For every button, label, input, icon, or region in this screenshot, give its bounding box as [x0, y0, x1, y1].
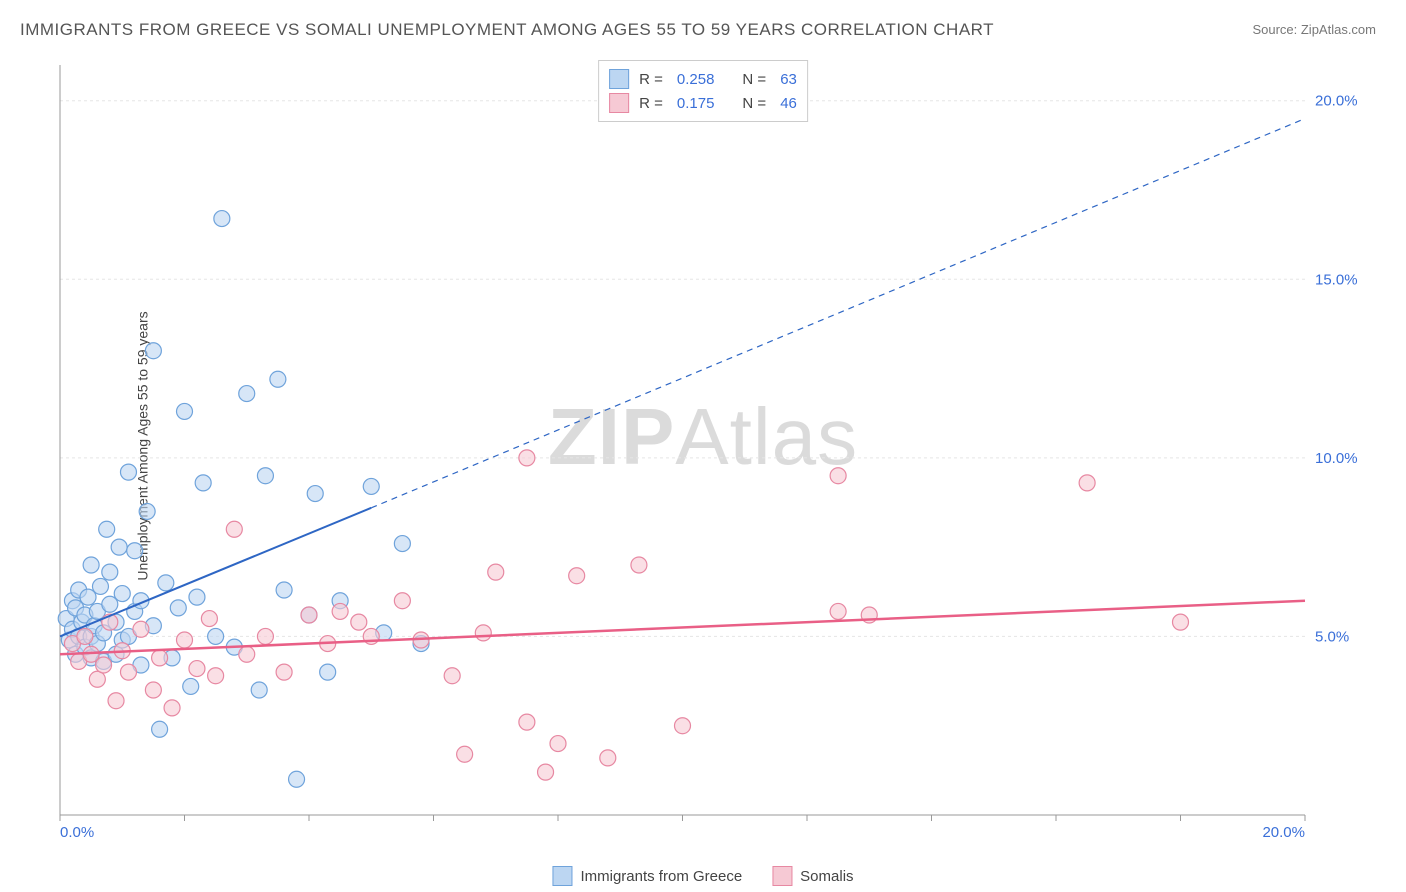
data-point [102, 564, 118, 580]
data-point [301, 607, 317, 623]
data-point [208, 668, 224, 684]
data-point [177, 632, 193, 648]
data-point [145, 682, 161, 698]
data-point [189, 661, 205, 677]
legend-swatch [609, 93, 629, 113]
data-point [830, 468, 846, 484]
legend-item: Somalis [772, 866, 853, 886]
data-point [239, 386, 255, 402]
legend-n-value: 46 [780, 95, 797, 112]
data-point [77, 628, 93, 644]
data-point [550, 736, 566, 752]
data-point [251, 682, 267, 698]
data-point [332, 603, 348, 619]
legend-r-value: 0.175 [677, 95, 715, 112]
data-point [320, 664, 336, 680]
data-point [120, 464, 136, 480]
scatter-plot: 5.0% 10.0% 15.0% 20.0% 0.0% 20.0% [55, 55, 1365, 845]
data-point [394, 536, 410, 552]
legend-n-value: 63 [780, 71, 797, 88]
data-point [96, 657, 112, 673]
legend-label: Somalis [800, 868, 853, 885]
data-point [257, 468, 273, 484]
data-point [538, 764, 554, 780]
data-point [519, 714, 535, 730]
data-point [257, 628, 273, 644]
data-point [276, 664, 292, 680]
data-point [170, 600, 186, 616]
data-point [133, 621, 149, 637]
y-tick-label: 15.0% [1315, 271, 1358, 288]
data-point [600, 750, 616, 766]
series-legend: Immigrants from Greece Somalis [552, 866, 853, 886]
legend-r-label: R = [639, 71, 663, 88]
legend-row: R = 0.175 N = 46 [609, 91, 797, 115]
data-point [226, 521, 242, 537]
data-point [114, 586, 130, 602]
data-point [1173, 614, 1189, 630]
data-point [276, 582, 292, 598]
data-point [152, 721, 168, 737]
data-point [631, 557, 647, 573]
y-tick-label: 10.0% [1315, 450, 1358, 467]
data-point [139, 503, 155, 519]
data-point [394, 593, 410, 609]
source-link[interactable]: ZipAtlas.com [1301, 22, 1376, 37]
data-point [189, 589, 205, 605]
y-tick-label: 20.0% [1315, 93, 1358, 110]
x-tick-label: 0.0% [60, 824, 94, 841]
legend-n-label: N = [742, 71, 766, 88]
data-point [363, 478, 379, 494]
data-point [83, 557, 99, 573]
data-point [214, 211, 230, 227]
data-point [177, 403, 193, 419]
data-point [158, 575, 174, 591]
data-point [519, 450, 535, 466]
data-point [675, 718, 691, 734]
legend-swatch [609, 69, 629, 89]
y-tick-label: 5.0% [1315, 628, 1349, 645]
data-point [351, 614, 367, 630]
data-point [239, 646, 255, 662]
x-tick-label: 20.0% [1262, 824, 1305, 841]
legend-n-label: N = [742, 95, 766, 112]
source-attribution: Source: ZipAtlas.com [1252, 22, 1376, 37]
data-point [111, 539, 127, 555]
data-point [1079, 475, 1095, 491]
data-point [195, 475, 211, 491]
legend-item: Immigrants from Greece [552, 866, 742, 886]
data-point [145, 343, 161, 359]
data-point [569, 568, 585, 584]
data-point [444, 668, 460, 684]
data-point [152, 650, 168, 666]
chart-title: IMMIGRANTS FROM GREECE VS SOMALI UNEMPLO… [20, 20, 994, 40]
legend-swatch [772, 866, 792, 886]
regression-line-extrapolated [371, 119, 1305, 508]
data-point [488, 564, 504, 580]
data-point [830, 603, 846, 619]
data-point [475, 625, 491, 641]
legend-r-label: R = [639, 95, 663, 112]
data-point [108, 693, 124, 709]
legend-row: R = 0.258 N = 63 [609, 67, 797, 91]
data-point [89, 671, 105, 687]
data-point [183, 678, 199, 694]
data-point [120, 664, 136, 680]
legend-r-value: 0.258 [677, 71, 715, 88]
data-point [127, 543, 143, 559]
data-point [92, 578, 108, 594]
data-point [99, 521, 115, 537]
data-point [270, 371, 286, 387]
data-point [289, 771, 305, 787]
data-point [201, 611, 217, 627]
source-prefix: Source: [1252, 22, 1300, 37]
correlation-legend: R = 0.258 N = 63 R = 0.175 N = 46 [598, 60, 808, 122]
data-point [457, 746, 473, 762]
legend-swatch [552, 866, 572, 886]
legend-label: Immigrants from Greece [580, 868, 742, 885]
regression-line [60, 601, 1305, 655]
data-point [164, 700, 180, 716]
data-point [208, 628, 224, 644]
data-point [307, 486, 323, 502]
